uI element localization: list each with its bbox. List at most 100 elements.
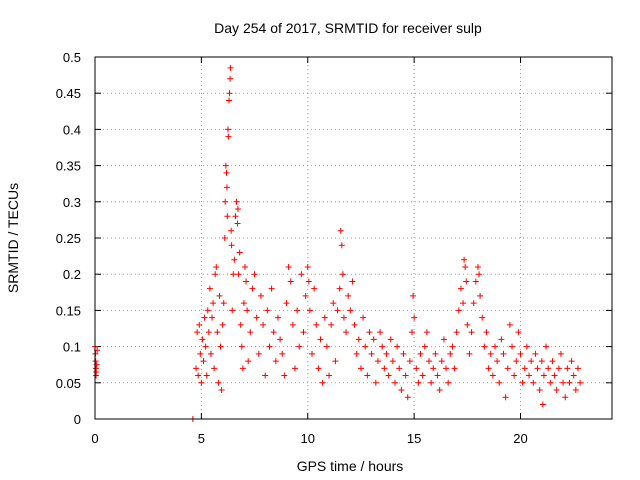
data-point — [526, 372, 533, 379]
data-point — [339, 271, 346, 278]
data-point — [400, 350, 407, 357]
data-point — [205, 329, 212, 336]
data-point — [247, 329, 254, 336]
data-point — [317, 336, 324, 343]
data-point — [319, 379, 326, 386]
data-point — [564, 365, 571, 372]
data-point — [517, 350, 524, 357]
data-point — [332, 358, 339, 365]
data-point — [540, 372, 547, 379]
data-point — [410, 292, 417, 299]
data-point — [224, 213, 231, 220]
data-point — [389, 358, 396, 365]
data-point — [502, 394, 509, 401]
data-point — [500, 350, 507, 357]
data-point — [545, 365, 552, 372]
data-point — [227, 64, 234, 71]
chart-title: Day 254 of 2017, SRMTID for receiver sul… — [214, 20, 482, 36]
data-point — [519, 379, 526, 386]
data-point — [266, 343, 273, 350]
data-point — [218, 387, 225, 394]
data-point — [306, 307, 313, 314]
data-point — [240, 300, 247, 307]
data-point — [368, 350, 375, 357]
data-point — [251, 271, 258, 278]
data-point — [207, 350, 214, 357]
data-point — [357, 365, 364, 372]
data-point — [330, 300, 337, 307]
data-point — [309, 350, 316, 357]
y-tick-label: 0.3 — [63, 195, 81, 210]
data-point — [206, 285, 213, 292]
data-point — [481, 343, 488, 350]
data-point — [530, 379, 537, 386]
data-point — [417, 350, 424, 357]
plot-frame — [94, 56, 613, 420]
data-point — [235, 271, 242, 278]
data-point — [226, 97, 233, 104]
data-point — [209, 314, 216, 321]
data-point — [370, 336, 377, 343]
data-point — [415, 379, 422, 386]
data-point — [364, 372, 371, 379]
data-point — [249, 285, 256, 292]
data-point — [353, 350, 360, 357]
data-point — [534, 365, 541, 372]
data-point — [311, 285, 318, 292]
data-point — [210, 300, 217, 307]
data-point — [277, 336, 284, 343]
data-point — [328, 321, 335, 328]
data-point — [228, 227, 235, 234]
data-point — [216, 292, 223, 299]
data-point — [536, 387, 543, 394]
data-point — [268, 285, 275, 292]
data-point — [489, 372, 496, 379]
data-point — [274, 314, 281, 321]
data-point — [351, 321, 358, 328]
data-point — [428, 379, 435, 386]
data-point — [539, 401, 546, 408]
data-point — [515, 329, 522, 336]
data-point — [387, 336, 394, 343]
data-point — [443, 365, 450, 372]
x-tick-label: 20 — [513, 431, 527, 446]
data-point — [491, 343, 498, 350]
y-tick-label: 0.45 — [56, 86, 81, 101]
data-point — [498, 336, 505, 343]
x-tick-label: 5 — [198, 431, 205, 446]
data-point — [215, 379, 222, 386]
data-point — [426, 358, 433, 365]
data-point — [334, 307, 341, 314]
data-point — [538, 358, 545, 365]
data-point — [557, 350, 564, 357]
data-point — [323, 343, 330, 350]
data-point — [413, 365, 420, 372]
data-point — [234, 220, 241, 227]
data-point — [349, 278, 356, 285]
y-tick-label: 0.05 — [56, 376, 81, 391]
data-point — [553, 387, 560, 394]
y-tick-label: 0.25 — [56, 231, 81, 246]
data-point — [528, 358, 535, 365]
data-point — [436, 387, 443, 394]
data-point — [193, 365, 200, 372]
data-point — [264, 307, 271, 314]
data-point — [555, 365, 562, 372]
data-point — [232, 213, 239, 220]
data-point — [451, 365, 458, 372]
data-point — [279, 350, 286, 357]
data-point — [577, 379, 584, 386]
data-point — [93, 368, 100, 375]
data-point — [217, 343, 224, 350]
data-point — [244, 307, 251, 314]
y-tick-label: 0.4 — [63, 122, 81, 137]
data-point — [202, 343, 209, 350]
data-point — [362, 343, 369, 350]
x-axis-label: GPS time / hours — [297, 458, 404, 474]
data-point — [255, 350, 262, 357]
data-point — [521, 365, 528, 372]
data-point — [421, 343, 428, 350]
data-point — [398, 387, 405, 394]
data-point — [300, 329, 307, 336]
data-point — [404, 394, 411, 401]
